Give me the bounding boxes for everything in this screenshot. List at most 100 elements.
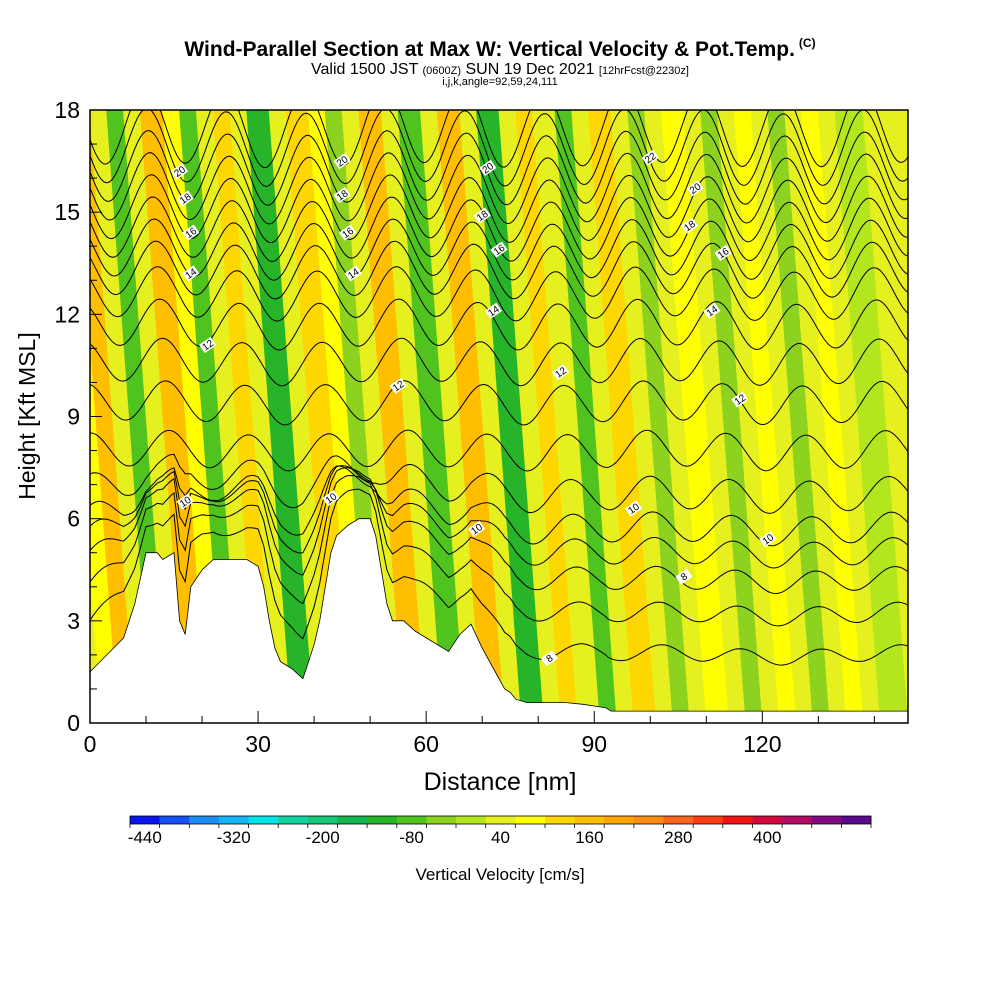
colorbar-swatch — [545, 816, 575, 824]
theta-contour-12 — [90, 218, 908, 281]
velocity-band-25 — [498, 110, 567, 723]
colorbar — [129, 815, 872, 828]
theta-contour-5 — [90, 453, 908, 514]
theta-contour-8 — [90, 337, 908, 387]
contour-label-22: 16 — [714, 244, 732, 262]
subtitle-zulu-time: (0600Z) — [422, 65, 462, 77]
contour-labels: 20 18 16 14 12 10 20 18 16 14 12 10 20 18 16 14 12 10 8 22 2… — [170, 149, 777, 667]
velocity-band-29 — [571, 110, 640, 723]
subtitle-forecast: [12hrFcst@2230z] — [598, 65, 689, 77]
contour-label-18: 8 — [540, 650, 559, 667]
theta-contour-1 — [90, 474, 908, 627]
contour-label-0: 20 — [170, 163, 188, 180]
contour-label-1: 18 — [176, 190, 194, 207]
y-tick-label: 15 — [54, 199, 80, 225]
contour-label-5: 10 — [176, 493, 194, 510]
velocity-band-23 — [459, 110, 528, 723]
y-tick-label: 3 — [67, 608, 80, 634]
colorbar-swatch — [515, 816, 546, 824]
colorbar-swatch — [456, 816, 486, 824]
colorbar-swatch — [722, 816, 753, 824]
contour-label-15: 14 — [484, 302, 502, 319]
subtitle-valid-time: Valid 1500 JST — [311, 61, 419, 78]
contour-label-14: 16 — [490, 241, 508, 258]
contour-label-8: 16 — [339, 224, 356, 241]
chart-subtitle: Valid 1500 JST (0600Z) SUN 19 Dec 2021 [… — [0, 61, 1000, 79]
contour-label-24: 12 — [731, 391, 749, 408]
theta-contour-9 — [90, 298, 908, 351]
colorbar-swatch — [396, 816, 427, 824]
contour-label-23: 14 — [703, 302, 721, 319]
colorbar-swatch — [782, 816, 813, 824]
y-axis-label: Height [Kft MSL] — [14, 332, 40, 499]
theta-contour-16 — [90, 129, 908, 206]
colorbar-swatch — [633, 816, 664, 824]
theta-contour-6 — [90, 429, 908, 472]
colorbar-tick-label: 280 — [664, 828, 692, 847]
contour-label-9: 14 — [344, 265, 362, 282]
chart-title: Wind-Parallel Section at Max W: Vertical… — [0, 36, 1000, 62]
velocity-band-27 — [532, 110, 606, 723]
velocity-band-28 — [554, 110, 623, 723]
velocity-band-32 — [627, 110, 696, 723]
contour-label-6: 20 — [333, 152, 351, 170]
x-tick-label: 120 — [743, 731, 781, 757]
colorbar-swatch — [811, 816, 842, 824]
svg-text:8: 8 — [545, 653, 556, 665]
contour-label-19: 22 — [641, 149, 659, 166]
theta-contour-18 — [90, 110, 908, 169]
theta-contour-3 — [90, 465, 908, 569]
x-axis-label: Distance [nm] — [424, 768, 577, 796]
contour-label-27: 8 — [675, 568, 693, 585]
colorbar-tick-label: -320 — [217, 828, 251, 847]
theta-contour-10 — [90, 266, 908, 322]
theta-contour-17 — [90, 110, 908, 188]
colorbar-swatch — [604, 816, 635, 824]
terrain — [89, 518, 909, 724]
contour-label-10: 12 — [389, 377, 407, 394]
y-tick-label: 0 — [67, 710, 80, 736]
velocity-band-34 — [660, 110, 735, 723]
x-axis: 0 30 60 90 120 — [84, 711, 875, 757]
velocity-band-36 — [700, 110, 768, 723]
x-tick-label: 0 — [84, 731, 97, 757]
velocity-band-26 — [515, 110, 584, 723]
velocity-band-31 — [610, 110, 679, 723]
subtitle-date: SUN 19 Dec 2021 — [465, 61, 595, 78]
contour-label-17: 10 — [467, 520, 485, 537]
y-tick-label: 12 — [54, 301, 80, 327]
colorbar-tick-label: -200 — [306, 828, 340, 847]
contour-label-12: 20 — [479, 159, 496, 176]
colorbar-swatch — [218, 816, 249, 824]
title-corner-mark: (C) — [798, 36, 816, 50]
colorbar-swatch — [693, 816, 724, 824]
contour-label-26: 10 — [759, 530, 777, 548]
colorbar-swatch — [367, 816, 398, 824]
velocity-band-10 — [212, 110, 281, 723]
x-tick-label: 30 — [245, 731, 271, 757]
theta-contours — [90, 110, 908, 666]
velocity-band-42 — [800, 110, 869, 723]
terrain-mask — [89, 518, 909, 724]
theta-contour-7 — [90, 380, 908, 426]
theta-contour-2 — [90, 467, 908, 595]
colorbar-swatch — [307, 816, 338, 824]
contour-label-7: 18 — [333, 186, 351, 204]
colorbar-swatch — [130, 816, 160, 824]
velocity-band-20 — [397, 110, 471, 723]
velocity-band-44 — [834, 110, 908, 723]
velocity-band-39 — [750, 110, 819, 723]
colorbar-swatch — [574, 816, 605, 824]
theta-contour-4 — [90, 465, 908, 547]
colorbar-swatch — [663, 816, 694, 824]
colorbar-tick-label: -80 — [399, 828, 424, 847]
contour-label-21: 18 — [680, 217, 698, 234]
colorbar-swatch — [248, 816, 279, 824]
colorbar-tick-label: 400 — [753, 828, 781, 847]
colorbar-tick-labels: -440 -320 -200 -80 40 160 280 400 — [128, 828, 782, 847]
y-tick-label: 18 — [54, 97, 80, 123]
y-tick-label: 6 — [67, 506, 80, 532]
theta-contour-14 — [90, 174, 908, 244]
velocity-band-6 — [139, 110, 214, 723]
